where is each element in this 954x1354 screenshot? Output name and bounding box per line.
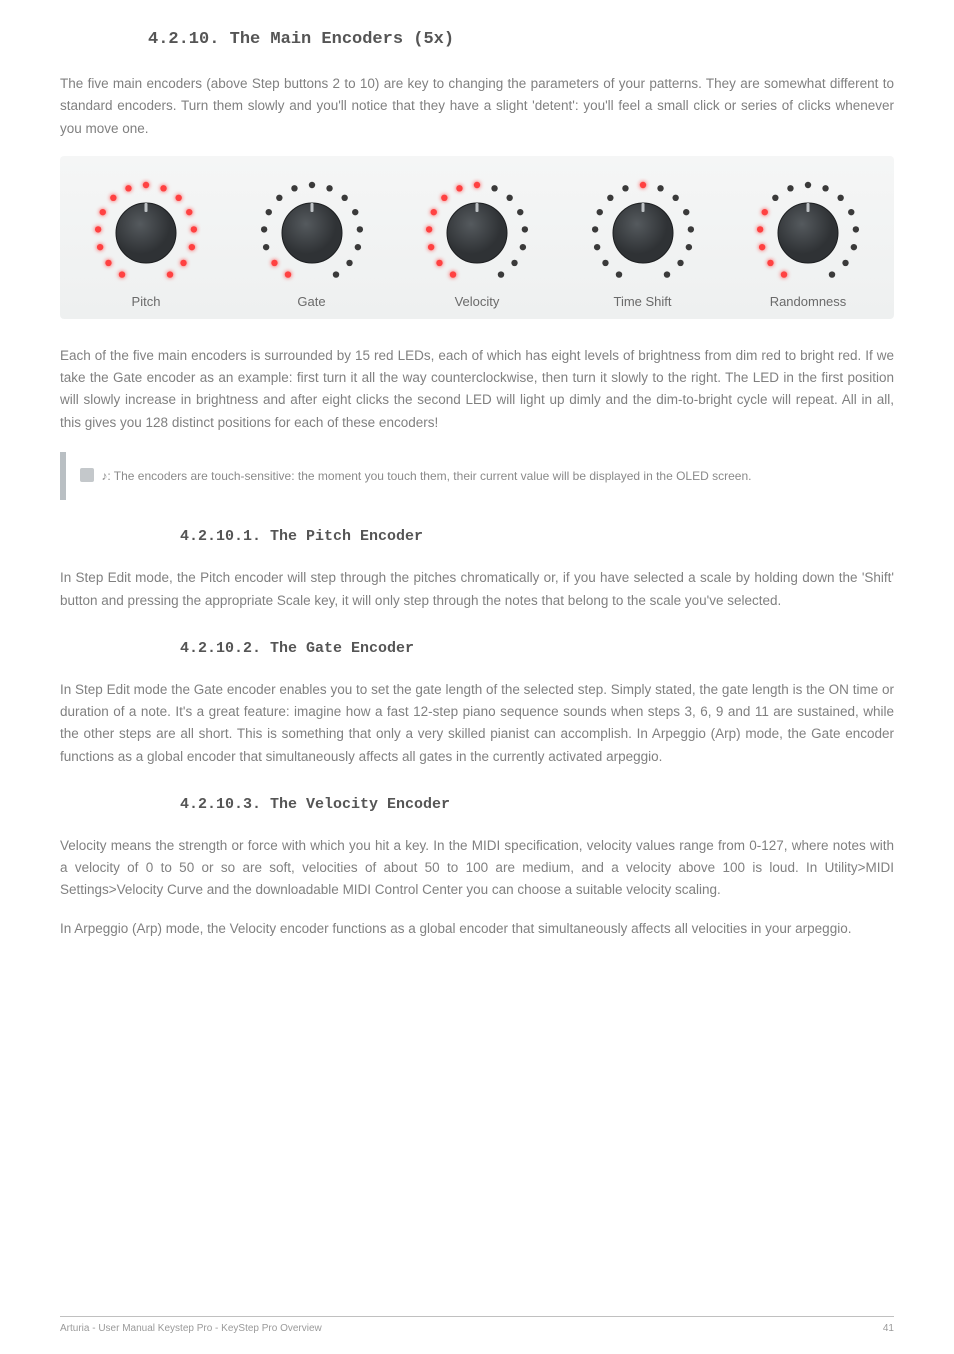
encoder-ring xyxy=(753,178,863,288)
encoder-label: Gate xyxy=(297,294,325,309)
velocity-paragraph-2: In Arpeggio (Arp) mode, the Velocity enc… xyxy=(60,918,894,940)
encoder-randomness: Randomness xyxy=(728,178,888,309)
leds-paragraph: Each of the five main encoders is surrou… xyxy=(60,345,894,434)
info-icon xyxy=(80,468,94,482)
encoder-velocity: Velocity xyxy=(397,178,557,309)
encoder-ring xyxy=(257,178,367,288)
note-text: ♪: The encoders are touch-sensitive: the… xyxy=(101,469,751,483)
gate-heading: 4.2.10.2. The Gate Encoder xyxy=(180,640,894,657)
page-footer: Arturia - User Manual Keystep Pro - KeyS… xyxy=(60,1316,894,1334)
note-callout: ♪: The encoders are touch-sensitive: the… xyxy=(60,452,894,500)
footer-page-number: 41 xyxy=(883,1323,894,1334)
velocity-paragraph-1: Velocity means the strength or force wit… xyxy=(60,835,894,902)
encoder-ring xyxy=(422,178,532,288)
pitch-heading: 4.2.10.1. The Pitch Encoder xyxy=(180,528,894,545)
gate-paragraph: In Step Edit mode the Gate encoder enabl… xyxy=(60,679,894,768)
encoder-pitch: Pitch xyxy=(66,178,226,309)
encoder-ring xyxy=(588,178,698,288)
encoder-label: Randomness xyxy=(770,294,847,309)
encoder-gate: Gate xyxy=(232,178,392,309)
pitch-paragraph: In Step Edit mode, the Pitch encoder wil… xyxy=(60,567,894,612)
footer-left: Arturia - User Manual Keystep Pro - KeyS… xyxy=(60,1323,322,1334)
encoder-label: Pitch xyxy=(132,294,161,309)
encoders-figure: Pitch Gate Velocity Time Shift Randomness xyxy=(60,156,894,319)
encoder-ring xyxy=(91,178,201,288)
encoder-label: Velocity xyxy=(455,294,500,309)
encoder-time-shift: Time Shift xyxy=(563,178,723,309)
velocity-heading: 4.2.10.3. The Velocity Encoder xyxy=(180,796,894,813)
encoder-label: Time Shift xyxy=(613,294,671,309)
intro-paragraph: The five main encoders (above Step butto… xyxy=(60,73,894,140)
section-heading: 4.2.10. The Main Encoders (5x) xyxy=(148,30,894,49)
